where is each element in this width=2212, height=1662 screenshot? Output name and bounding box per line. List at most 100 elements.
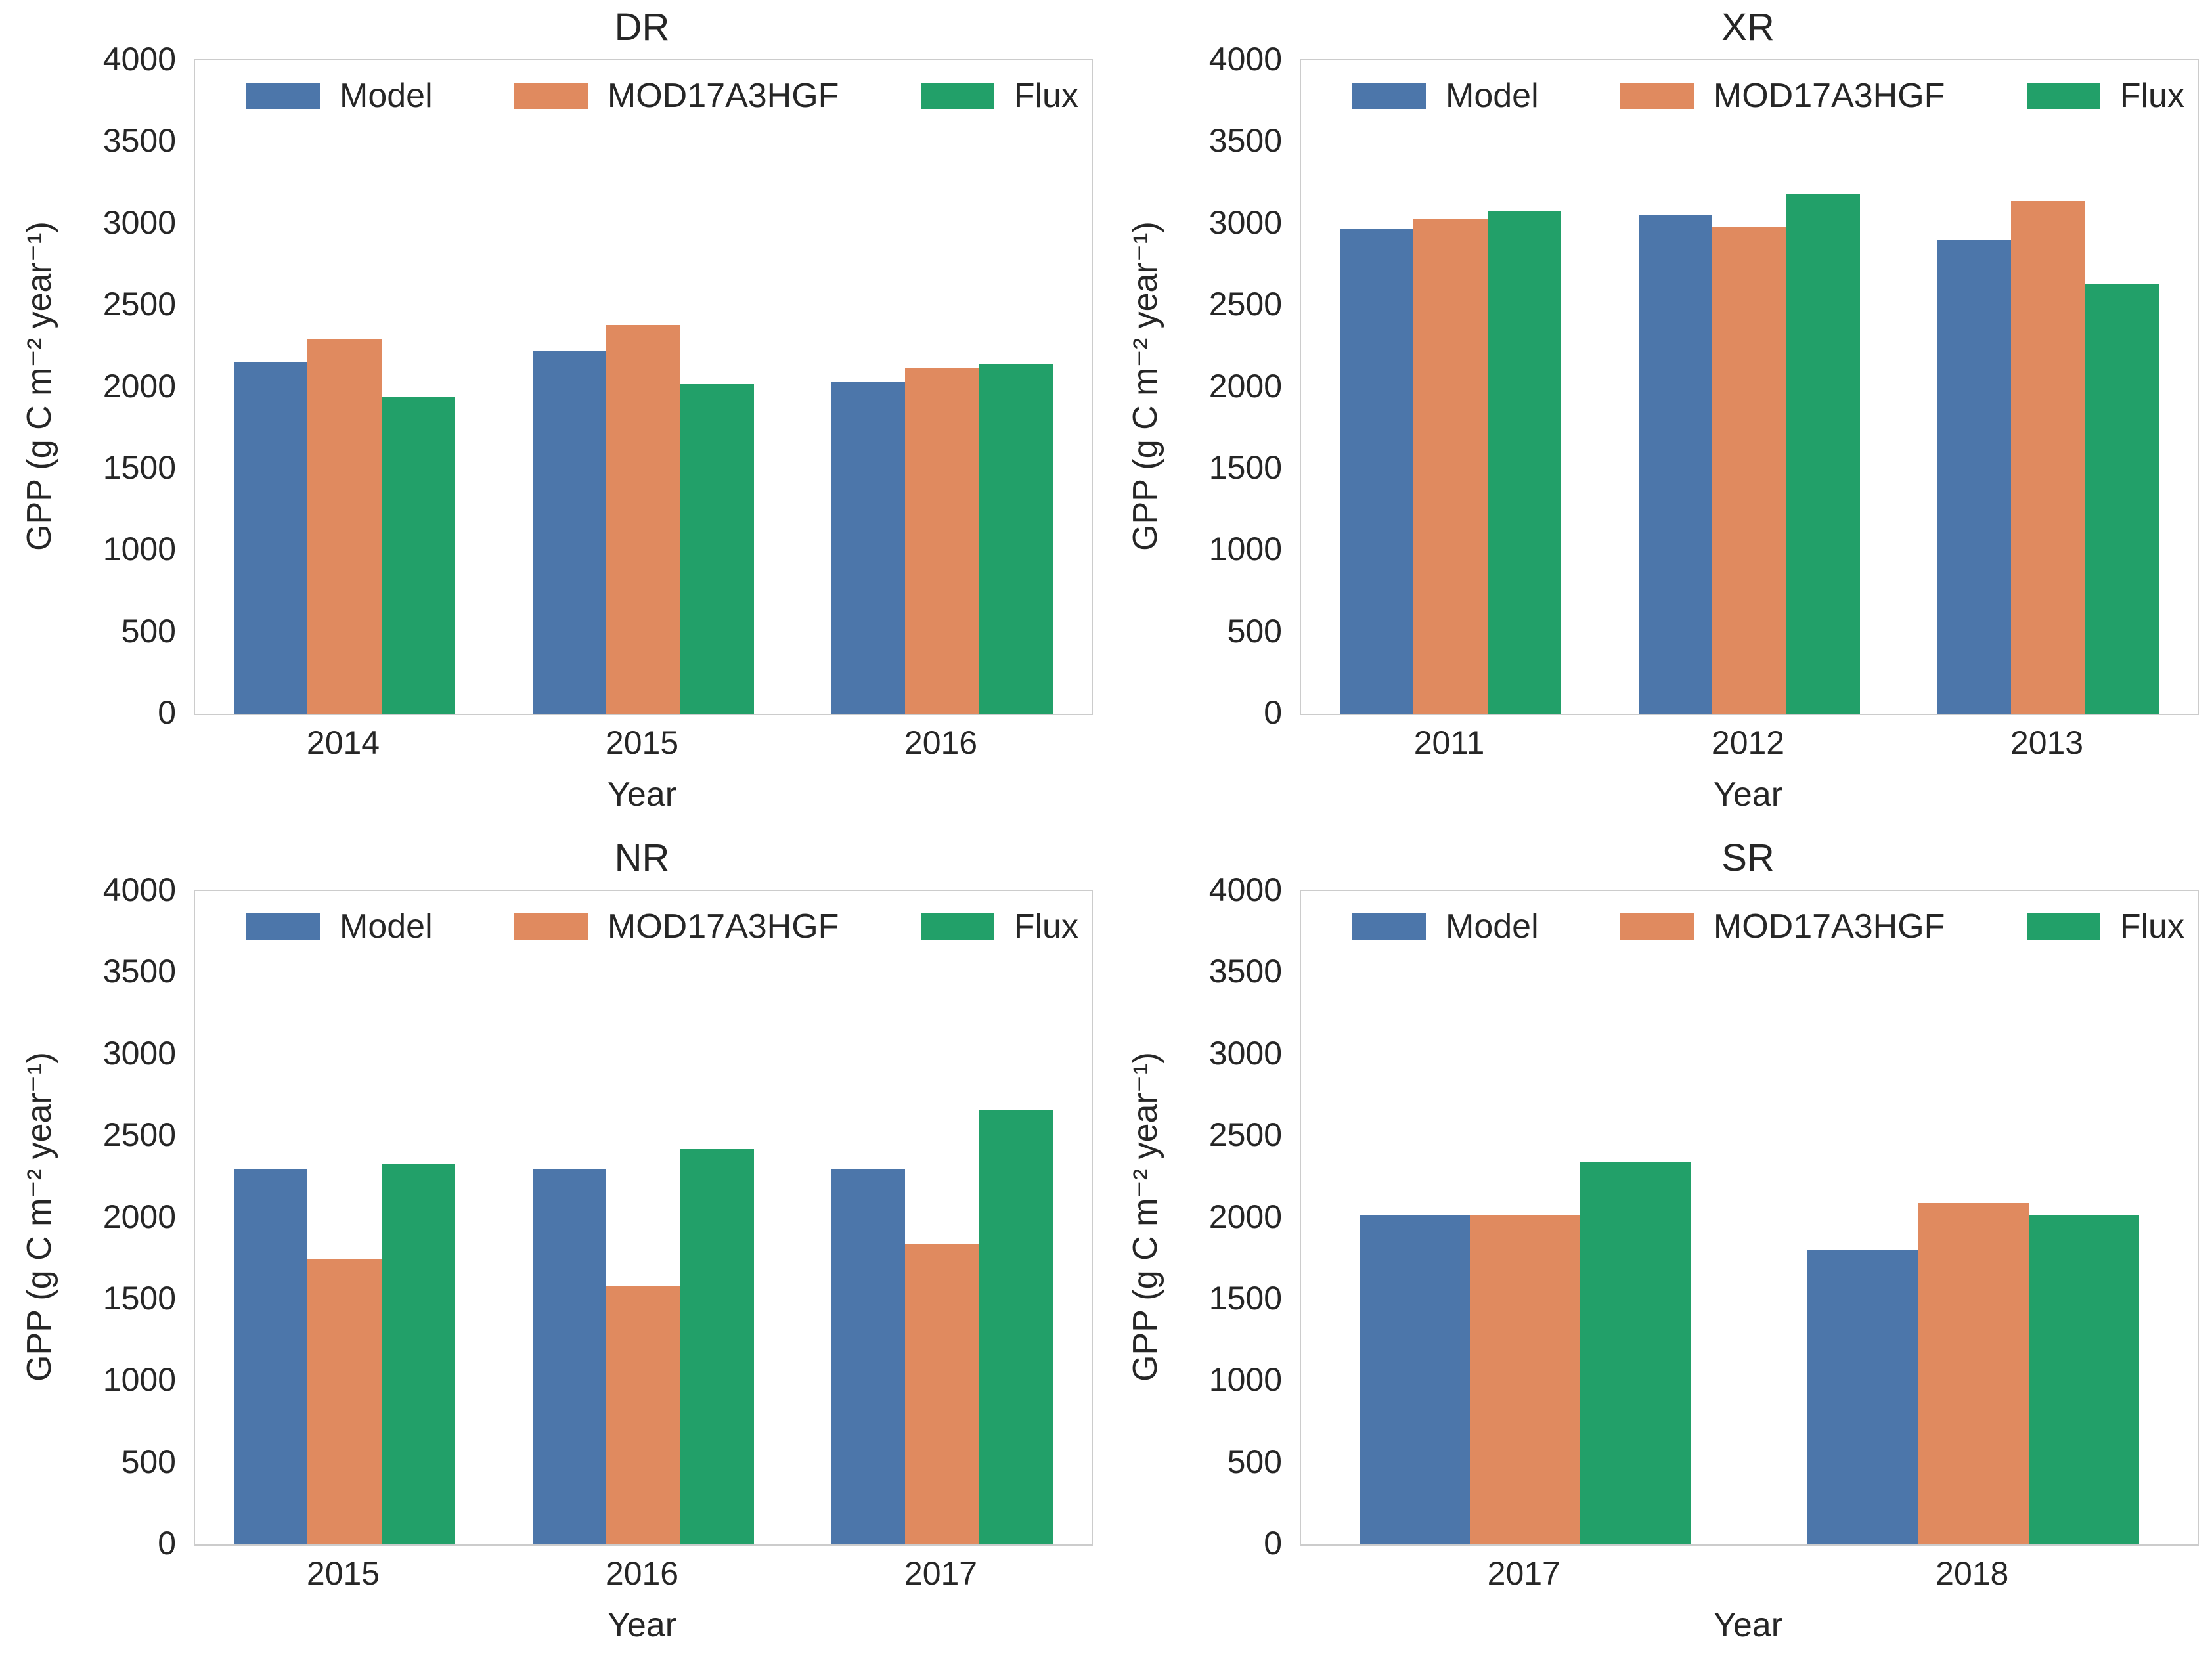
x-axis-tick-labels: 2015 2016 2017: [194, 1554, 1090, 1592]
legend-label: MOD17A3HGF: [607, 908, 839, 946]
y-tick-label: 4000: [102, 41, 176, 77]
y-tick-label: 1500: [1208, 1279, 1282, 1317]
legend-label: Flux: [2119, 908, 2184, 946]
chart-panel-xr: XR GPP (g C m⁻² year⁻¹) 0 500 1000 1500 2000…: [1106, 0, 2212, 831]
y-tick-label: 2500: [1208, 1116, 1282, 1154]
x-tick-label: 2015: [306, 1555, 380, 1592]
x-tick-label: 2018: [1936, 1555, 2009, 1592]
bar-mod17a3hgf-2017: [1470, 1214, 1581, 1544]
bar-mod17a3hgf-2014: [307, 339, 382, 714]
x-tick-label: 2014: [306, 724, 380, 761]
bar-mod17a3hgf-2015: [606, 324, 680, 714]
y-axis-tick-labels: 0 500 1000 1500 2000 2500 3000 3500 4000: [1106, 41, 1282, 731]
y-tick-label: 3500: [1208, 953, 1282, 990]
legend-item-model: Model: [1352, 76, 1539, 116]
legend-label: MOD17A3HGF: [1713, 77, 1945, 115]
y-tick-label: 4000: [102, 871, 176, 908]
legend: Model MOD17A3HGF Flux: [1301, 76, 2198, 116]
y-tick-label: 2500: [1208, 286, 1282, 323]
x-axis-tick-labels: 2017 2018: [1300, 1554, 2196, 1592]
y-tick-label: 1000: [102, 531, 176, 568]
legend-item-flux: Flux: [2026, 907, 2184, 946]
bar-flux-2015: [680, 383, 754, 714]
legend-label: Model: [1446, 908, 1539, 946]
y-tick-label: 1000: [1208, 531, 1282, 568]
bar-flux-2016: [979, 364, 1053, 714]
bar-flux-2012: [1786, 194, 1860, 714]
legend-label: Model: [340, 77, 433, 115]
x-axis-label: Year: [607, 1606, 677, 1644]
y-tick-label: 4000: [1208, 41, 1282, 77]
bar-mod17a3hgf-2011: [1413, 219, 1488, 714]
y-tick-label: 0: [158, 694, 176, 731]
legend-label: Flux: [1013, 908, 1078, 946]
y-tick-label: 500: [121, 1443, 176, 1480]
y-tick-label: 1500: [102, 448, 176, 486]
plot-area: Model MOD17A3HGF Flux: [194, 59, 1093, 715]
plot-area: Model MOD17A3HGF Flux: [1300, 890, 2199, 1546]
bar-flux-2017: [979, 1110, 1053, 1544]
bar-flux-2011: [1487, 210, 1561, 714]
legend-swatch-model: [246, 83, 320, 109]
y-tick-label: 500: [1227, 612, 1282, 649]
bar-flux-2014: [381, 397, 455, 714]
legend-swatch-model: [1352, 83, 1426, 109]
y-axis-tick-labels: 0 500 1000 1500 2000 2500 3000 3500 4000: [0, 41, 176, 731]
x-axis-tick-labels: 2014 2015 2016: [194, 724, 1090, 762]
legend-item-flux: Flux: [920, 76, 1078, 116]
bar-model-2015: [234, 1168, 308, 1544]
bar-flux-2017: [1580, 1162, 1691, 1544]
bar-mod17a3hgf-2015: [307, 1258, 382, 1544]
bar-model-2013: [1937, 240, 2012, 714]
bar-mod17a3hgf-2018: [1918, 1203, 2029, 1544]
x-tick-label: 2017: [904, 1555, 978, 1592]
y-tick-label: 1000: [102, 1361, 176, 1399]
y-tick-label: 2500: [102, 1116, 176, 1154]
bar-flux-2016: [680, 1149, 754, 1544]
bar-model-2014: [234, 362, 308, 714]
chart-title: XR: [1721, 6, 1775, 49]
bar-model-2012: [1639, 215, 1713, 714]
chart-title: SR: [1721, 837, 1775, 879]
x-axis-label: Year: [607, 776, 677, 814]
bar-flux-2018: [2028, 1214, 2140, 1544]
chart-panel-dr: DR GPP (g C m⁻² year⁻¹) 0 500 1000 1500 2000…: [0, 0, 1106, 831]
y-tick-label: 0: [158, 1525, 176, 1562]
bar-model-2016: [831, 382, 906, 714]
legend-label: Flux: [1013, 77, 1078, 115]
y-tick-label: 3000: [1208, 204, 1282, 241]
legend: Model MOD17A3HGF Flux: [195, 76, 1092, 116]
x-tick-label: 2015: [605, 724, 679, 761]
y-tick-label: 2000: [1208, 367, 1282, 405]
legend-item-model: Model: [246, 907, 433, 946]
legend-item-mod17a3hgf: MOD17A3HGF: [1620, 76, 1945, 116]
y-axis-tick-labels: 0 500 1000 1500 2000 2500 3000 3500 4000: [1106, 871, 1282, 1562]
x-tick-label: 2017: [1487, 1555, 1560, 1592]
chart-panel-nr: NR GPP (g C m⁻² year⁻¹) 0 500 1000 1500 2000…: [0, 831, 1106, 1661]
legend-label: Model: [340, 908, 433, 946]
legend: Model MOD17A3HGF Flux: [1301, 907, 2198, 946]
bar-mod17a3hgf-2017: [905, 1244, 979, 1544]
bar-model-2018: [1807, 1250, 1918, 1544]
y-tick-label: 3000: [102, 1034, 176, 1072]
x-tick-label: 2016: [904, 724, 978, 761]
legend-item-mod17a3hgf: MOD17A3HGF: [514, 76, 839, 116]
legend-swatch-mod17a3hgf: [1620, 913, 1694, 940]
legend-swatch-flux: [920, 913, 994, 940]
x-axis-tick-labels: 2011 2012 2013: [1300, 724, 2196, 762]
chart-title: DR: [614, 6, 670, 49]
legend-swatch-mod17a3hgf: [1620, 83, 1694, 109]
y-tick-label: 500: [121, 612, 176, 649]
bar-mod17a3hgf-2013: [2011, 200, 2085, 714]
bar-flux-2015: [381, 1164, 455, 1544]
legend-item-model: Model: [246, 76, 433, 116]
y-tick-label: 2000: [102, 1198, 176, 1235]
y-tick-label: 1500: [102, 1279, 176, 1317]
legend-swatch-mod17a3hgf: [514, 913, 588, 940]
y-tick-label: 4000: [1208, 871, 1282, 908]
bar-model-2017: [1359, 1214, 1471, 1544]
y-tick-label: 500: [1227, 1443, 1282, 1480]
legend-swatch-flux: [920, 83, 994, 109]
legend-item-mod17a3hgf: MOD17A3HGF: [514, 907, 839, 946]
